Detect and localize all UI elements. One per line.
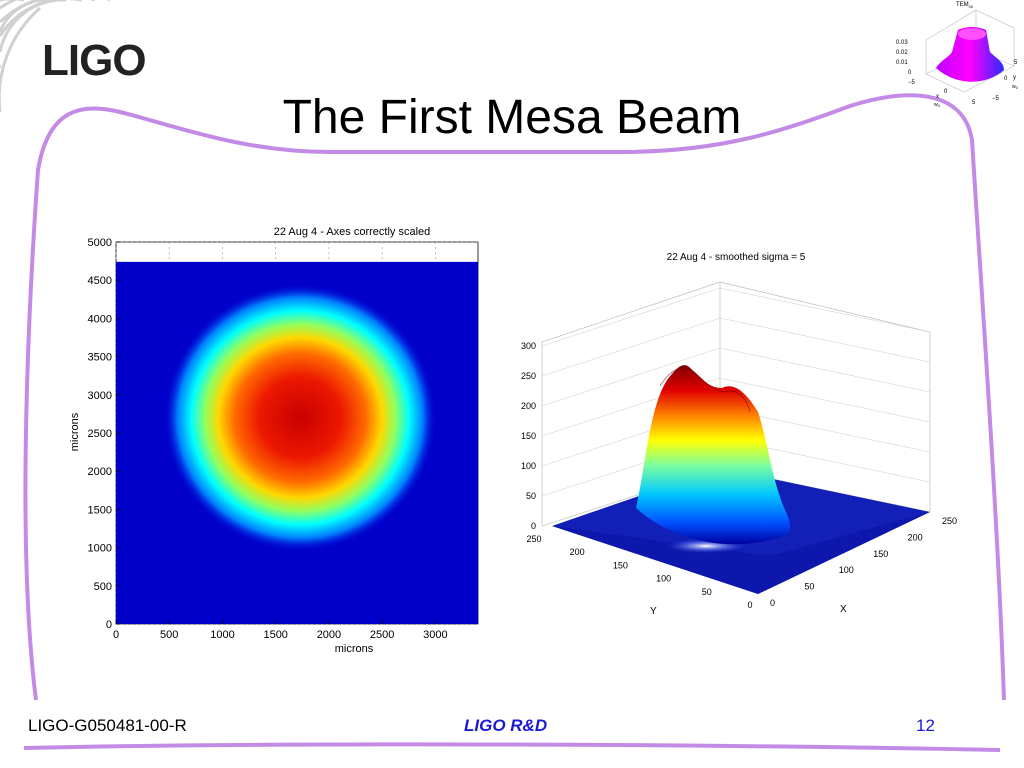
heatmap-y-tick-label: 500	[94, 581, 112, 593]
surface-x-tick-label: 150	[873, 549, 888, 559]
inset-x-tick: 5	[972, 100, 976, 106]
inset-y-label: y	[1013, 75, 1016, 81]
heatmap-y-tick-label: 0	[106, 619, 112, 631]
surface-y-tick-label: 250	[526, 534, 541, 544]
surface-z-tick-label: 300	[521, 341, 536, 351]
surface-xlabel: X	[840, 604, 847, 615]
surface-x-tick-label: 200	[908, 532, 923, 542]
heatmap-y-tick-label: 4000	[88, 313, 112, 325]
surface-y-tick-label: 100	[656, 574, 671, 584]
heatmap-xlabel: microns	[335, 643, 374, 655]
heatmap-x-tick-label: 3000	[423, 629, 447, 641]
heatmap-y-tick-label: 2000	[88, 466, 112, 478]
surface-z-tick-label: 50	[526, 491, 536, 501]
surface-y-tick-label: 200	[570, 547, 585, 557]
heatmap-x-tick-label: 500	[160, 629, 178, 641]
surface-x-tick-label: 0	[770, 598, 775, 608]
inset-x-label: x	[936, 94, 939, 100]
heatmap-title: 22 Aug 4 - Axes correctly scaled	[274, 226, 431, 238]
inset-z-tick: 0.01	[896, 60, 908, 66]
heatmap-y-tick-label: 4500	[88, 275, 112, 287]
heatmap-ylabel: microns	[69, 412, 81, 451]
inset-y-tick: −5	[992, 96, 1000, 102]
surface-z-tick-label: 100	[521, 461, 536, 471]
inset-z-tick: 0.03	[896, 40, 908, 46]
heatmap-y-tick-label: 5000	[88, 237, 112, 249]
inset-x-tick: 0	[944, 89, 948, 95]
heatmap-x-tick-label: 1500	[263, 629, 287, 641]
inset-y-tick: 0	[1004, 76, 1008, 82]
surface-z-gridline	[541, 287, 931, 347]
heatmap-x-tick-label: 0	[113, 629, 119, 641]
surface-z-tick-label: 250	[521, 371, 536, 381]
ligo-logo: LIGO	[42, 36, 147, 85]
surface-chart: 22 Aug 4 - smoothed sigma = 5 0 50 100 150 2…	[521, 252, 957, 617]
logo-arcs	[0, 0, 110, 112]
page-number: 12	[916, 716, 935, 735]
footer-center-label: LIGO R&D	[464, 716, 548, 735]
surface-peak	[636, 365, 791, 545]
heatmap-x-tick-label: 2000	[317, 629, 341, 641]
inset-title: TEM00	[956, 2, 974, 9]
inset-z-tick: 0.02	[896, 50, 908, 56]
heatmap-x-tick-label: 1000	[210, 629, 234, 641]
heatmap-x-tick-label: 2500	[370, 629, 394, 641]
heatmap-y-tick-label: 1500	[88, 504, 112, 516]
surface-y-tick-label: 0	[747, 600, 752, 610]
surface-peak-ridge	[659, 367, 751, 413]
surface-floor-shade	[552, 512, 930, 594]
footer-document-id: LIGO-G050481-00-R	[28, 716, 187, 735]
surface-x-tick-label: 250	[942, 516, 957, 526]
tem00-surface	[936, 27, 1004, 82]
heatmap-y-tick-label: 2500	[88, 428, 112, 440]
inset-x-tick: −5	[908, 80, 916, 86]
heatmap-y-tick-label: 3500	[88, 352, 112, 364]
inset-y-label-sub: w0	[1012, 84, 1019, 90]
surface-z-gridline	[541, 347, 931, 407]
heatmap-chart: 22 Aug 4 - Axes correctly scaled 0 500 100…	[69, 226, 479, 655]
surface-z-gridline	[541, 377, 931, 437]
tem00-inset-plot: TEM00 0.03 0.02 0.01 0 −5 0 x w0 5 5 0 y…	[896, 2, 1019, 108]
surface-z-gridline	[541, 317, 931, 377]
surface-x-tick-label: 50	[804, 582, 814, 592]
surface-ylabel: Y	[650, 606, 657, 617]
surface-z-tick-label: 0	[531, 521, 536, 531]
heatmap-y-tick-label: 1000	[88, 543, 112, 555]
surface-x-tick-label: 100	[839, 565, 854, 575]
heatmap-beam	[163, 284, 437, 552]
inset-x-label-sub: w0	[934, 102, 941, 108]
heatmap-y-tick-label: 3000	[88, 390, 112, 402]
surface-z-tick-label: 200	[521, 401, 536, 411]
surface-z-tick-label: 150	[521, 431, 536, 441]
slide-title: The First Mesa Beam	[282, 91, 742, 144]
inset-y-tick: 5	[1014, 60, 1018, 66]
inset-z-tick: 0	[908, 70, 912, 76]
surface-y-tick-label: 150	[613, 560, 628, 570]
surface-title: 22 Aug 4 - smoothed sigma = 5	[667, 252, 806, 263]
surface-y-tick-label: 50	[702, 587, 712, 597]
